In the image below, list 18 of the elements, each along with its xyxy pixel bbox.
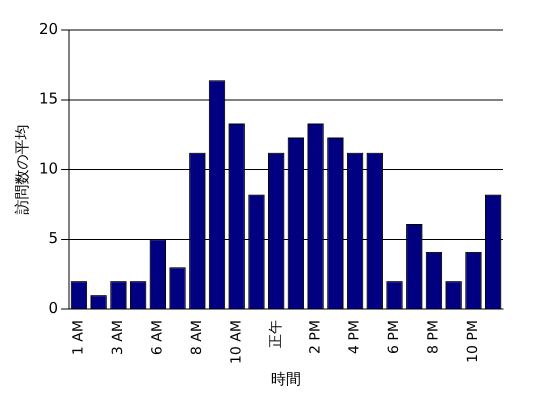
x-tick-label: 6 AM [149,320,166,356]
x-tick-label: 10 PM [465,320,482,363]
y-tick-label: 15 [38,90,58,108]
x-tick-label: 8 PM [426,320,442,354]
x-tick-label: 4 PM [346,320,363,354]
y-tick-label: 20 [38,20,58,38]
y-tick-label: 10 [38,159,58,178]
x-tick-label: 3 AM [110,320,126,356]
x-tick-label: 6 PM [386,320,402,354]
x-tick-label: 8 AM [188,320,205,356]
x-tick-label: 正午 [268,320,284,348]
y-tick-label: 0 [48,298,58,317]
x-tick-label: 1 AM [70,320,87,356]
x-tick-label: 2 PM [307,320,324,354]
y-tick-label: 5 [48,229,58,248]
x-tick-label: 10 AM [228,320,244,364]
x-axis-title: 時間 [271,370,302,388]
y-axis-title: 訪問数の平均 [12,124,31,215]
